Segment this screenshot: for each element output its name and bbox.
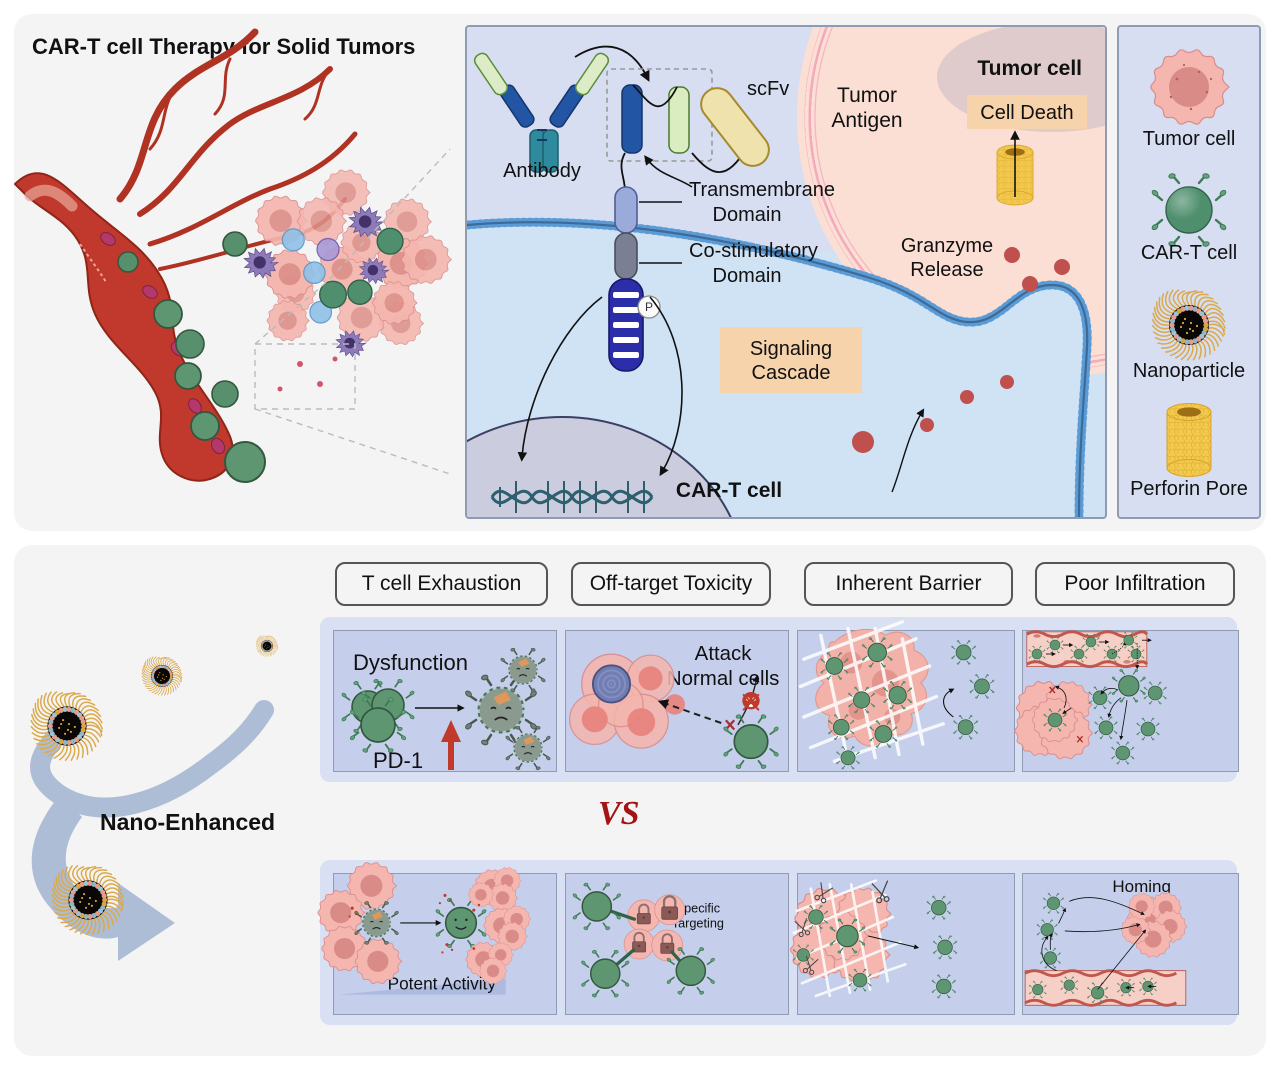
- svg-text:Domain: Domain: [713, 204, 782, 226]
- svg-text:Nanoparticle: Nanoparticle: [1133, 360, 1245, 382]
- svg-text:Granzyme: Granzyme: [901, 235, 993, 257]
- svg-text:CAR-T cell: CAR-T cell: [676, 479, 782, 502]
- svg-text:Attack: Attack: [695, 642, 753, 665]
- svg-text:Transmembrane: Transmembrane: [689, 179, 835, 201]
- svg-text:scFv: scFv: [747, 78, 789, 100]
- svg-text:CAR-T cell: CAR-T cell: [1141, 242, 1237, 264]
- svg-text:P: P: [645, 300, 653, 314]
- svg-text:Antigen: Antigen: [831, 109, 902, 132]
- svg-text:Domain: Domain: [713, 265, 782, 287]
- svg-text:Cell Death: Cell Death: [980, 102, 1073, 124]
- svg-text:Perforin Pore: Perforin Pore: [1130, 478, 1248, 500]
- svg-text:Cascade: Cascade: [752, 362, 831, 384]
- svg-text:Signaling: Signaling: [750, 338, 832, 360]
- svg-text:Dysfunction: Dysfunction: [353, 650, 468, 675]
- svg-text:Co-stimulatory: Co-stimulatory: [689, 240, 818, 262]
- svg-text:Normal cells: Normal cells: [667, 667, 780, 690]
- svg-text:Tumor cell: Tumor cell: [1143, 128, 1236, 150]
- svg-text:Release: Release: [910, 259, 983, 281]
- svg-text:PD-1: PD-1: [373, 748, 423, 773]
- svg-text:Tumor cell: Tumor cell: [977, 57, 1082, 80]
- svg-text:Antibody: Antibody: [503, 160, 581, 182]
- svg-text:Tumor: Tumor: [837, 84, 897, 107]
